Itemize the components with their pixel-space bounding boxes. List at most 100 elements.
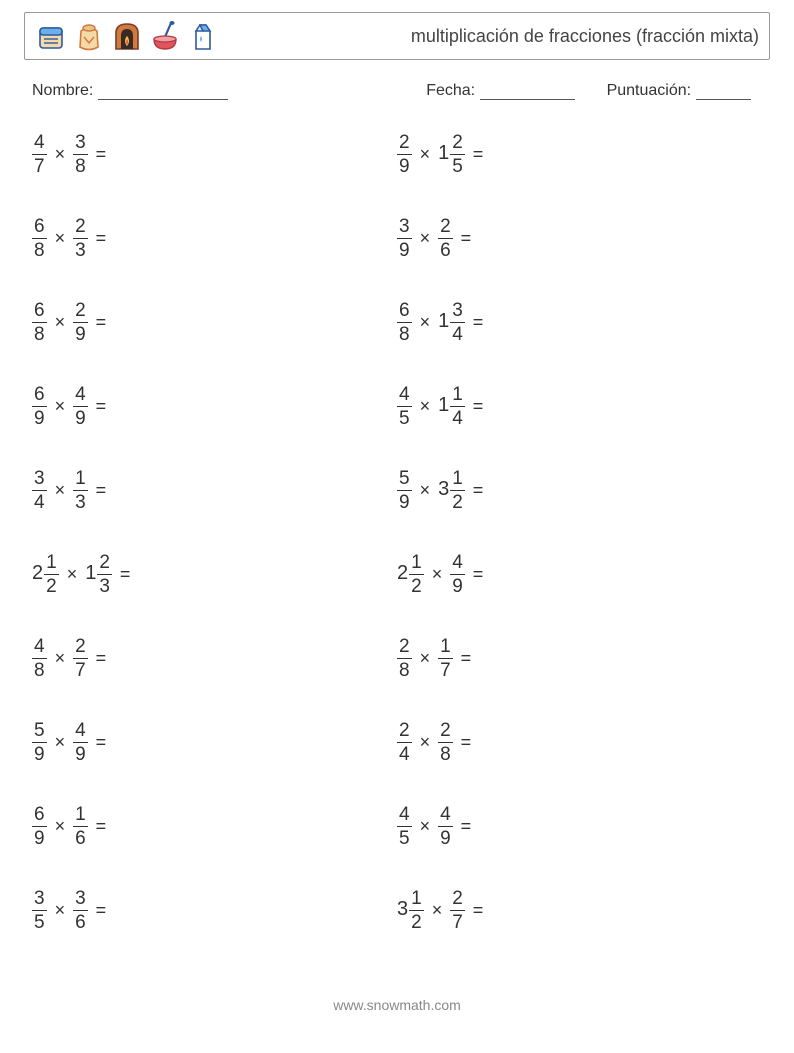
denominator: 9 xyxy=(32,406,47,428)
numerator: 6 xyxy=(397,301,412,322)
score-label: Puntuación: xyxy=(607,82,692,99)
denominator: 3 xyxy=(73,238,88,260)
denominator: 4 xyxy=(450,322,465,344)
equals-symbol: = xyxy=(461,732,472,753)
fraction: 45 xyxy=(397,805,412,848)
numerator: 3 xyxy=(73,133,88,154)
fraction: 24 xyxy=(397,721,412,764)
fraction: 59 xyxy=(397,469,412,512)
numerator: 2 xyxy=(450,889,465,910)
numerator: 1 xyxy=(450,469,465,490)
problem: 212×49= xyxy=(397,548,762,600)
problem: 68×29= xyxy=(32,296,397,348)
numerator: 1 xyxy=(438,637,453,658)
fraction: 69 xyxy=(32,385,47,428)
denominator: 7 xyxy=(32,154,47,176)
denominator: 2 xyxy=(409,910,424,932)
fraction: 38 xyxy=(73,133,88,176)
equals-symbol: = xyxy=(461,228,472,249)
numerator: 3 xyxy=(32,889,47,910)
fraction: 35 xyxy=(32,889,47,932)
numerator: 2 xyxy=(73,301,88,322)
numerator: 1 xyxy=(409,889,424,910)
fraction: 49 xyxy=(438,805,453,848)
oven-icon xyxy=(111,19,143,53)
fraction: 29 xyxy=(73,301,88,344)
denominator: 9 xyxy=(450,574,465,596)
fraction: 49 xyxy=(73,385,88,428)
equals-symbol: = xyxy=(96,144,107,165)
problem: 34×13= xyxy=(32,464,397,516)
denominator: 5 xyxy=(32,910,47,932)
multiply-symbol: × xyxy=(55,396,66,417)
date-label: Fecha: xyxy=(426,82,475,99)
numerator: 1 xyxy=(73,805,88,826)
denominator: 6 xyxy=(73,910,88,932)
problem: 39×26= xyxy=(397,212,762,264)
numerator: 6 xyxy=(32,805,47,826)
equals-symbol: = xyxy=(473,900,484,921)
fraction: 16 xyxy=(73,805,88,848)
numerator: 4 xyxy=(32,637,47,658)
denominator: 9 xyxy=(73,742,88,764)
fraction: 49 xyxy=(450,553,465,596)
denominator: 8 xyxy=(32,658,47,680)
equals-symbol: = xyxy=(120,564,131,585)
denominator: 5 xyxy=(397,406,412,428)
numerator: 2 xyxy=(397,721,412,742)
fraction: 49 xyxy=(73,721,88,764)
footer-url: www.snowmath.com xyxy=(0,997,794,1013)
denominator: 2 xyxy=(44,574,59,596)
equals-symbol: = xyxy=(473,144,484,165)
problem: 212×123= xyxy=(32,548,397,600)
problem: 29×125= xyxy=(397,128,762,180)
multiply-symbol: × xyxy=(432,564,443,585)
whole-number: 1 xyxy=(438,142,449,164)
name-label: Nombre: xyxy=(32,82,93,99)
denominator: 8 xyxy=(397,658,412,680)
multiply-symbol: × xyxy=(55,900,66,921)
multiply-symbol: × xyxy=(55,732,66,753)
score-blank xyxy=(696,86,751,100)
fraction: 13 xyxy=(73,469,88,512)
whole-number: 1 xyxy=(85,562,96,584)
equals-symbol: = xyxy=(96,228,107,249)
multiply-symbol: × xyxy=(420,732,431,753)
score-field: Puntuación: xyxy=(607,82,751,100)
fraction: 34 xyxy=(32,469,47,512)
equals-symbol: = xyxy=(96,312,107,333)
denominator: 9 xyxy=(32,826,47,848)
fraction: 27 xyxy=(450,889,465,932)
multiply-symbol: × xyxy=(55,816,66,837)
multiply-symbol: × xyxy=(420,396,431,417)
fraction: 28 xyxy=(397,637,412,680)
problems-grid: 47×38=68×23=68×29=69×49=34×13=212×123=48… xyxy=(24,128,770,936)
fraction: 68 xyxy=(32,301,47,344)
fraction: 12 xyxy=(409,889,424,932)
numerator: 4 xyxy=(397,385,412,406)
bowl-icon xyxy=(149,19,181,53)
numerator: 4 xyxy=(438,805,453,826)
numerator: 4 xyxy=(32,133,47,154)
whole-number: 3 xyxy=(438,478,449,500)
problem: 59×312= xyxy=(397,464,762,516)
denominator: 8 xyxy=(32,322,47,344)
fraction: 14 xyxy=(450,385,465,428)
info-row: Nombre: Fecha: Puntuación: xyxy=(24,82,770,100)
numerator: 1 xyxy=(450,385,465,406)
problem: 47×38= xyxy=(32,128,397,180)
whole-number: 1 xyxy=(438,394,449,416)
whole-number: 1 xyxy=(438,310,449,332)
denominator: 8 xyxy=(438,742,453,764)
numerator: 6 xyxy=(32,385,47,406)
milk-icon xyxy=(187,19,219,53)
numerator: 2 xyxy=(397,637,412,658)
denominator: 7 xyxy=(73,658,88,680)
numerator: 5 xyxy=(32,721,47,742)
denominator: 3 xyxy=(73,490,88,512)
whole-number: 2 xyxy=(397,562,408,584)
problem: 69×16= xyxy=(32,800,397,852)
equals-symbol: = xyxy=(461,816,472,837)
fraction: 39 xyxy=(397,217,412,260)
fraction: 17 xyxy=(438,637,453,680)
